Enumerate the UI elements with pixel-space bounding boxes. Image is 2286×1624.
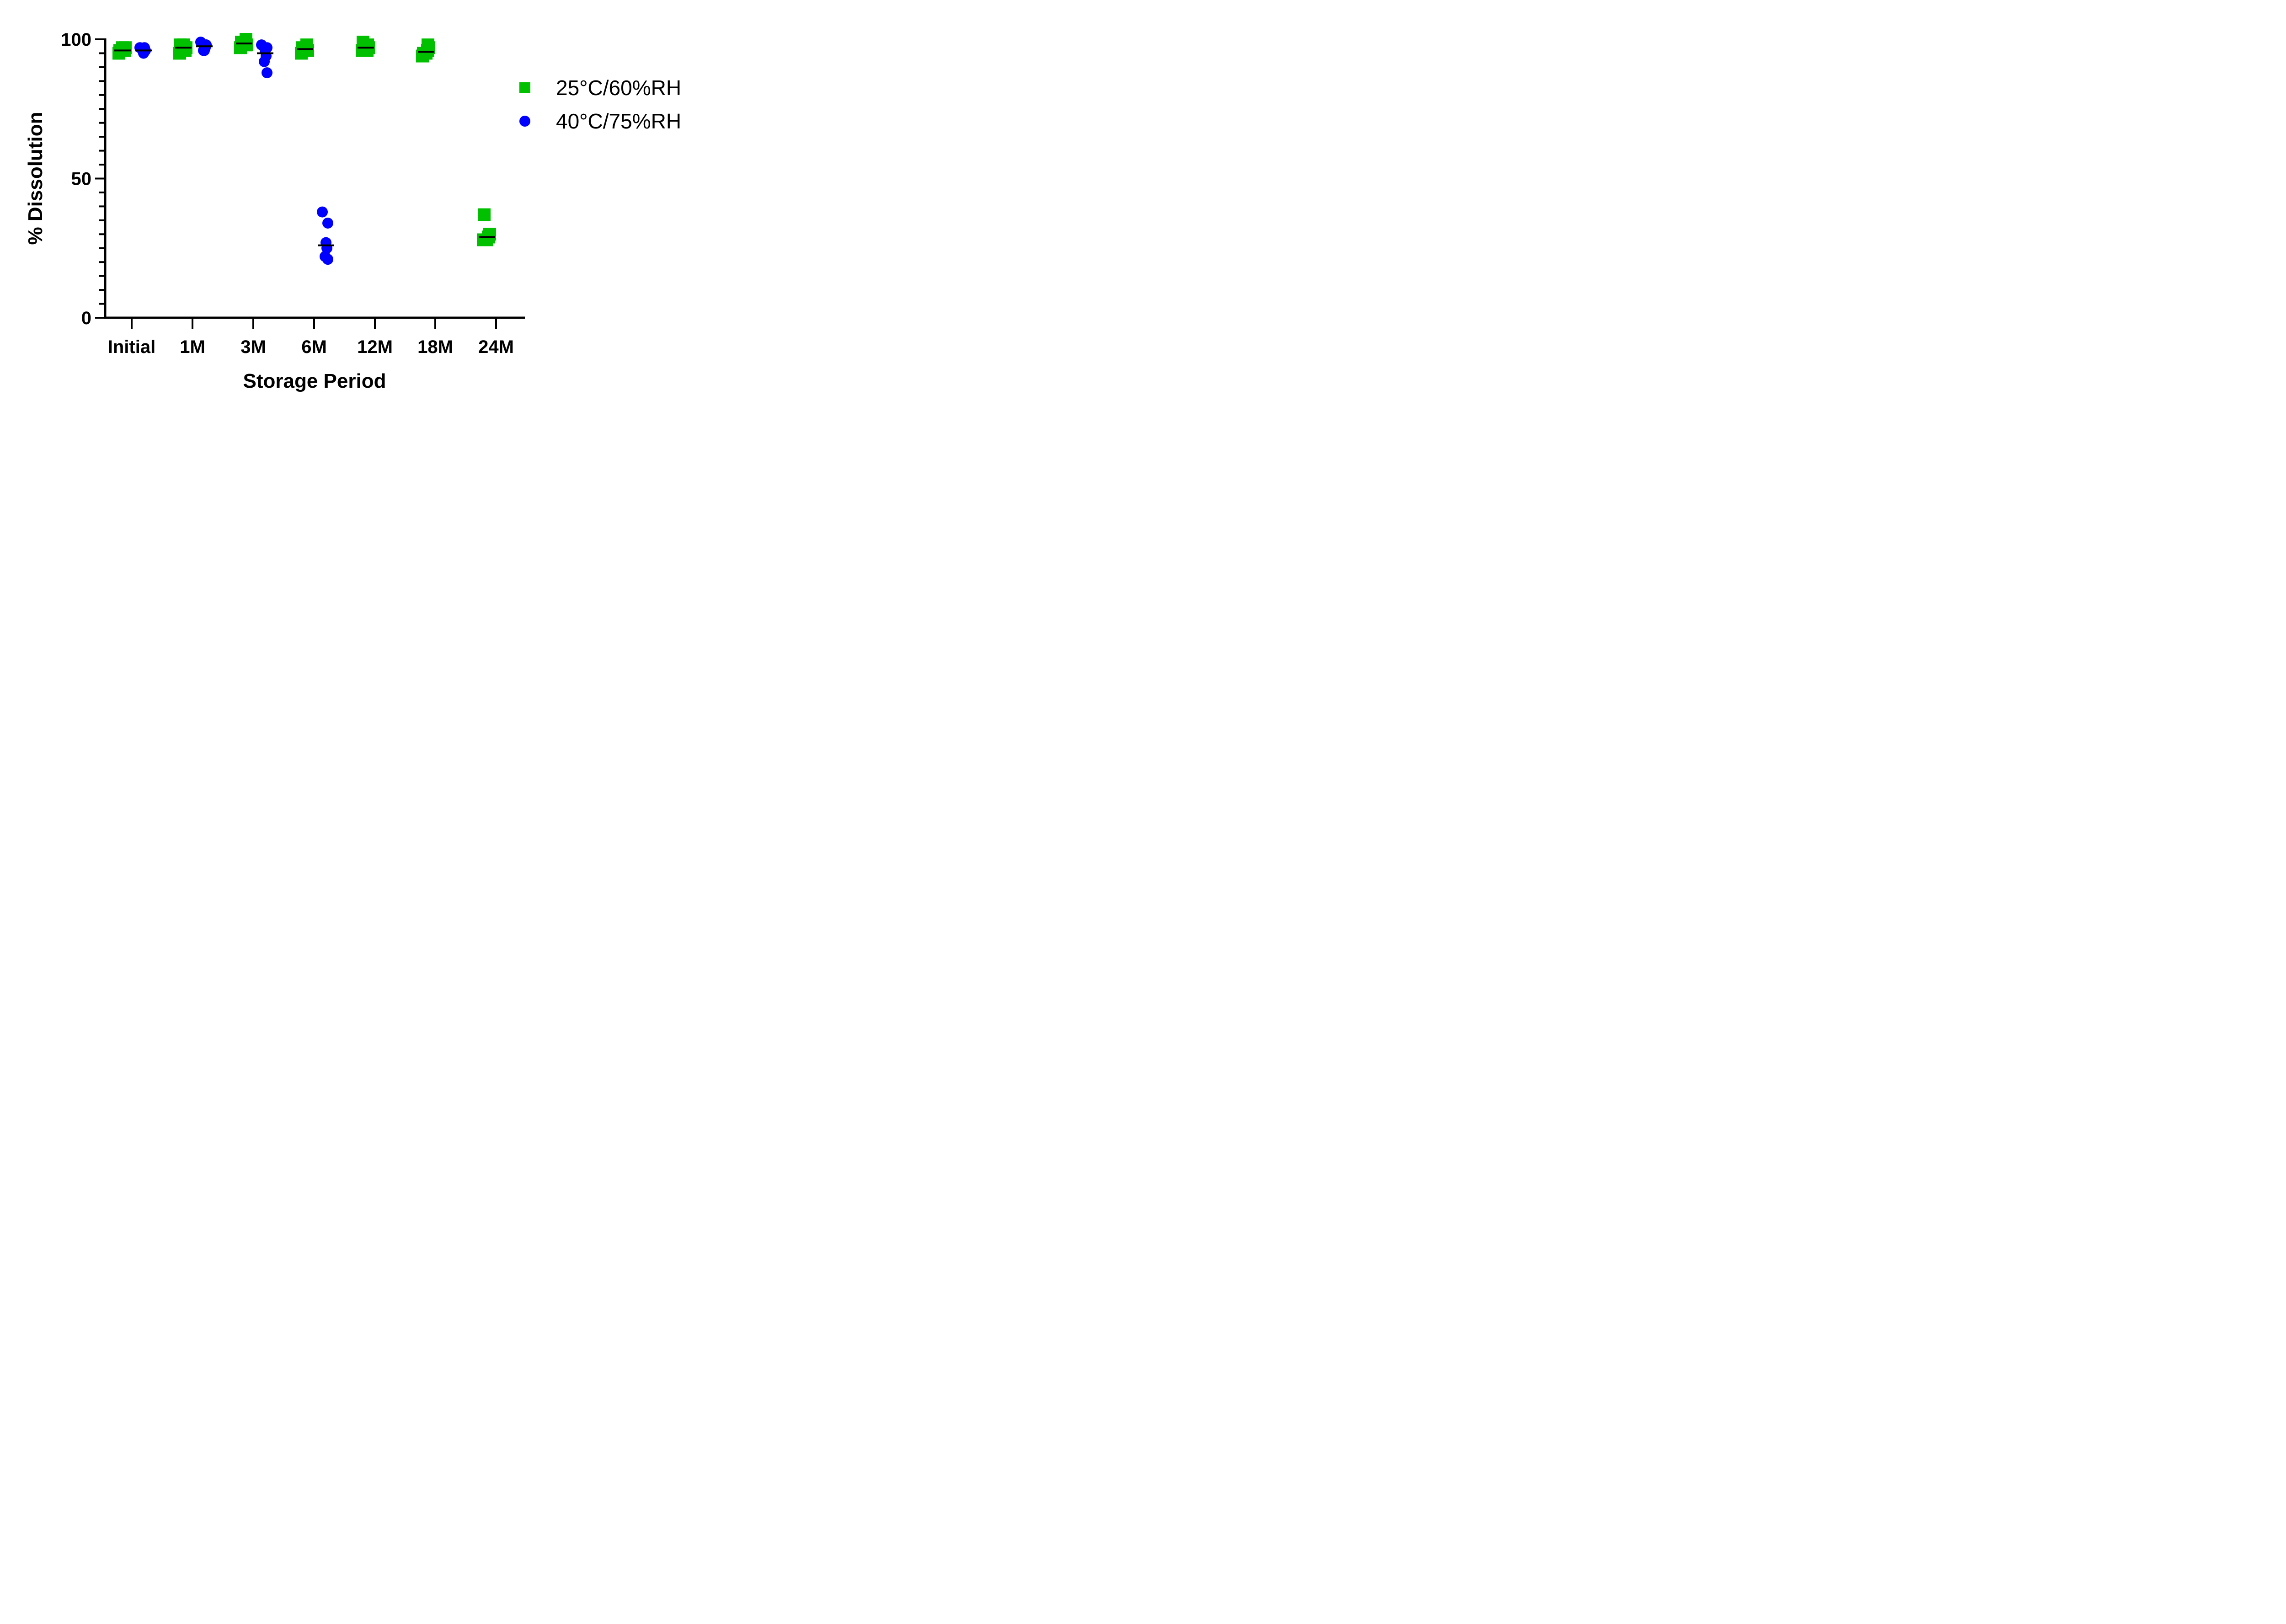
data-point-square (421, 44, 434, 57)
data-point-square (300, 41, 313, 54)
y-tick-label: 0 (81, 308, 91, 328)
data-point-circle (317, 206, 328, 218)
legend-square-marker (519, 82, 530, 93)
scatter-chart: 0 50 100 Initial 1M 3M 6M 12M 18M 24M Storage Pe… (24, 30, 681, 392)
legend-label: 40°C/75%RH (556, 109, 681, 133)
data-point-circle (262, 67, 272, 79)
x-tick-label: Initial (108, 337, 155, 357)
y-tick-label: 100 (61, 30, 91, 50)
y-tick-label: 50 (71, 169, 92, 189)
data-point-circle (259, 56, 270, 67)
data-markers (112, 33, 496, 265)
y-axis: 0 50 100 (61, 30, 107, 328)
x-tick-label: 3M (240, 337, 266, 357)
legend: 25°C/60%RH 40°C/75%RH (519, 76, 681, 133)
x-tick-label: 1M (180, 337, 205, 357)
data-point-circle (201, 39, 212, 51)
legend-label: 25°C/60%RH (556, 76, 681, 100)
data-point-square (361, 44, 374, 57)
data-point-square (478, 208, 491, 221)
y-axis-title: % Dissolution (24, 112, 47, 245)
x-axis: Initial 1M 3M 6M 12M 18M 24M (104, 316, 525, 357)
x-tick-label: 12M (357, 337, 393, 357)
legend-circle-marker (519, 116, 530, 127)
x-tick-label: 6M (301, 337, 327, 357)
data-point-circle (322, 254, 333, 265)
x-axis-title: Storage Period (243, 370, 386, 392)
x-tick-label: 24M (478, 337, 514, 357)
x-tick-label: 18M (417, 337, 453, 357)
data-point-square (239, 38, 252, 52)
data-point-circle (322, 217, 333, 229)
